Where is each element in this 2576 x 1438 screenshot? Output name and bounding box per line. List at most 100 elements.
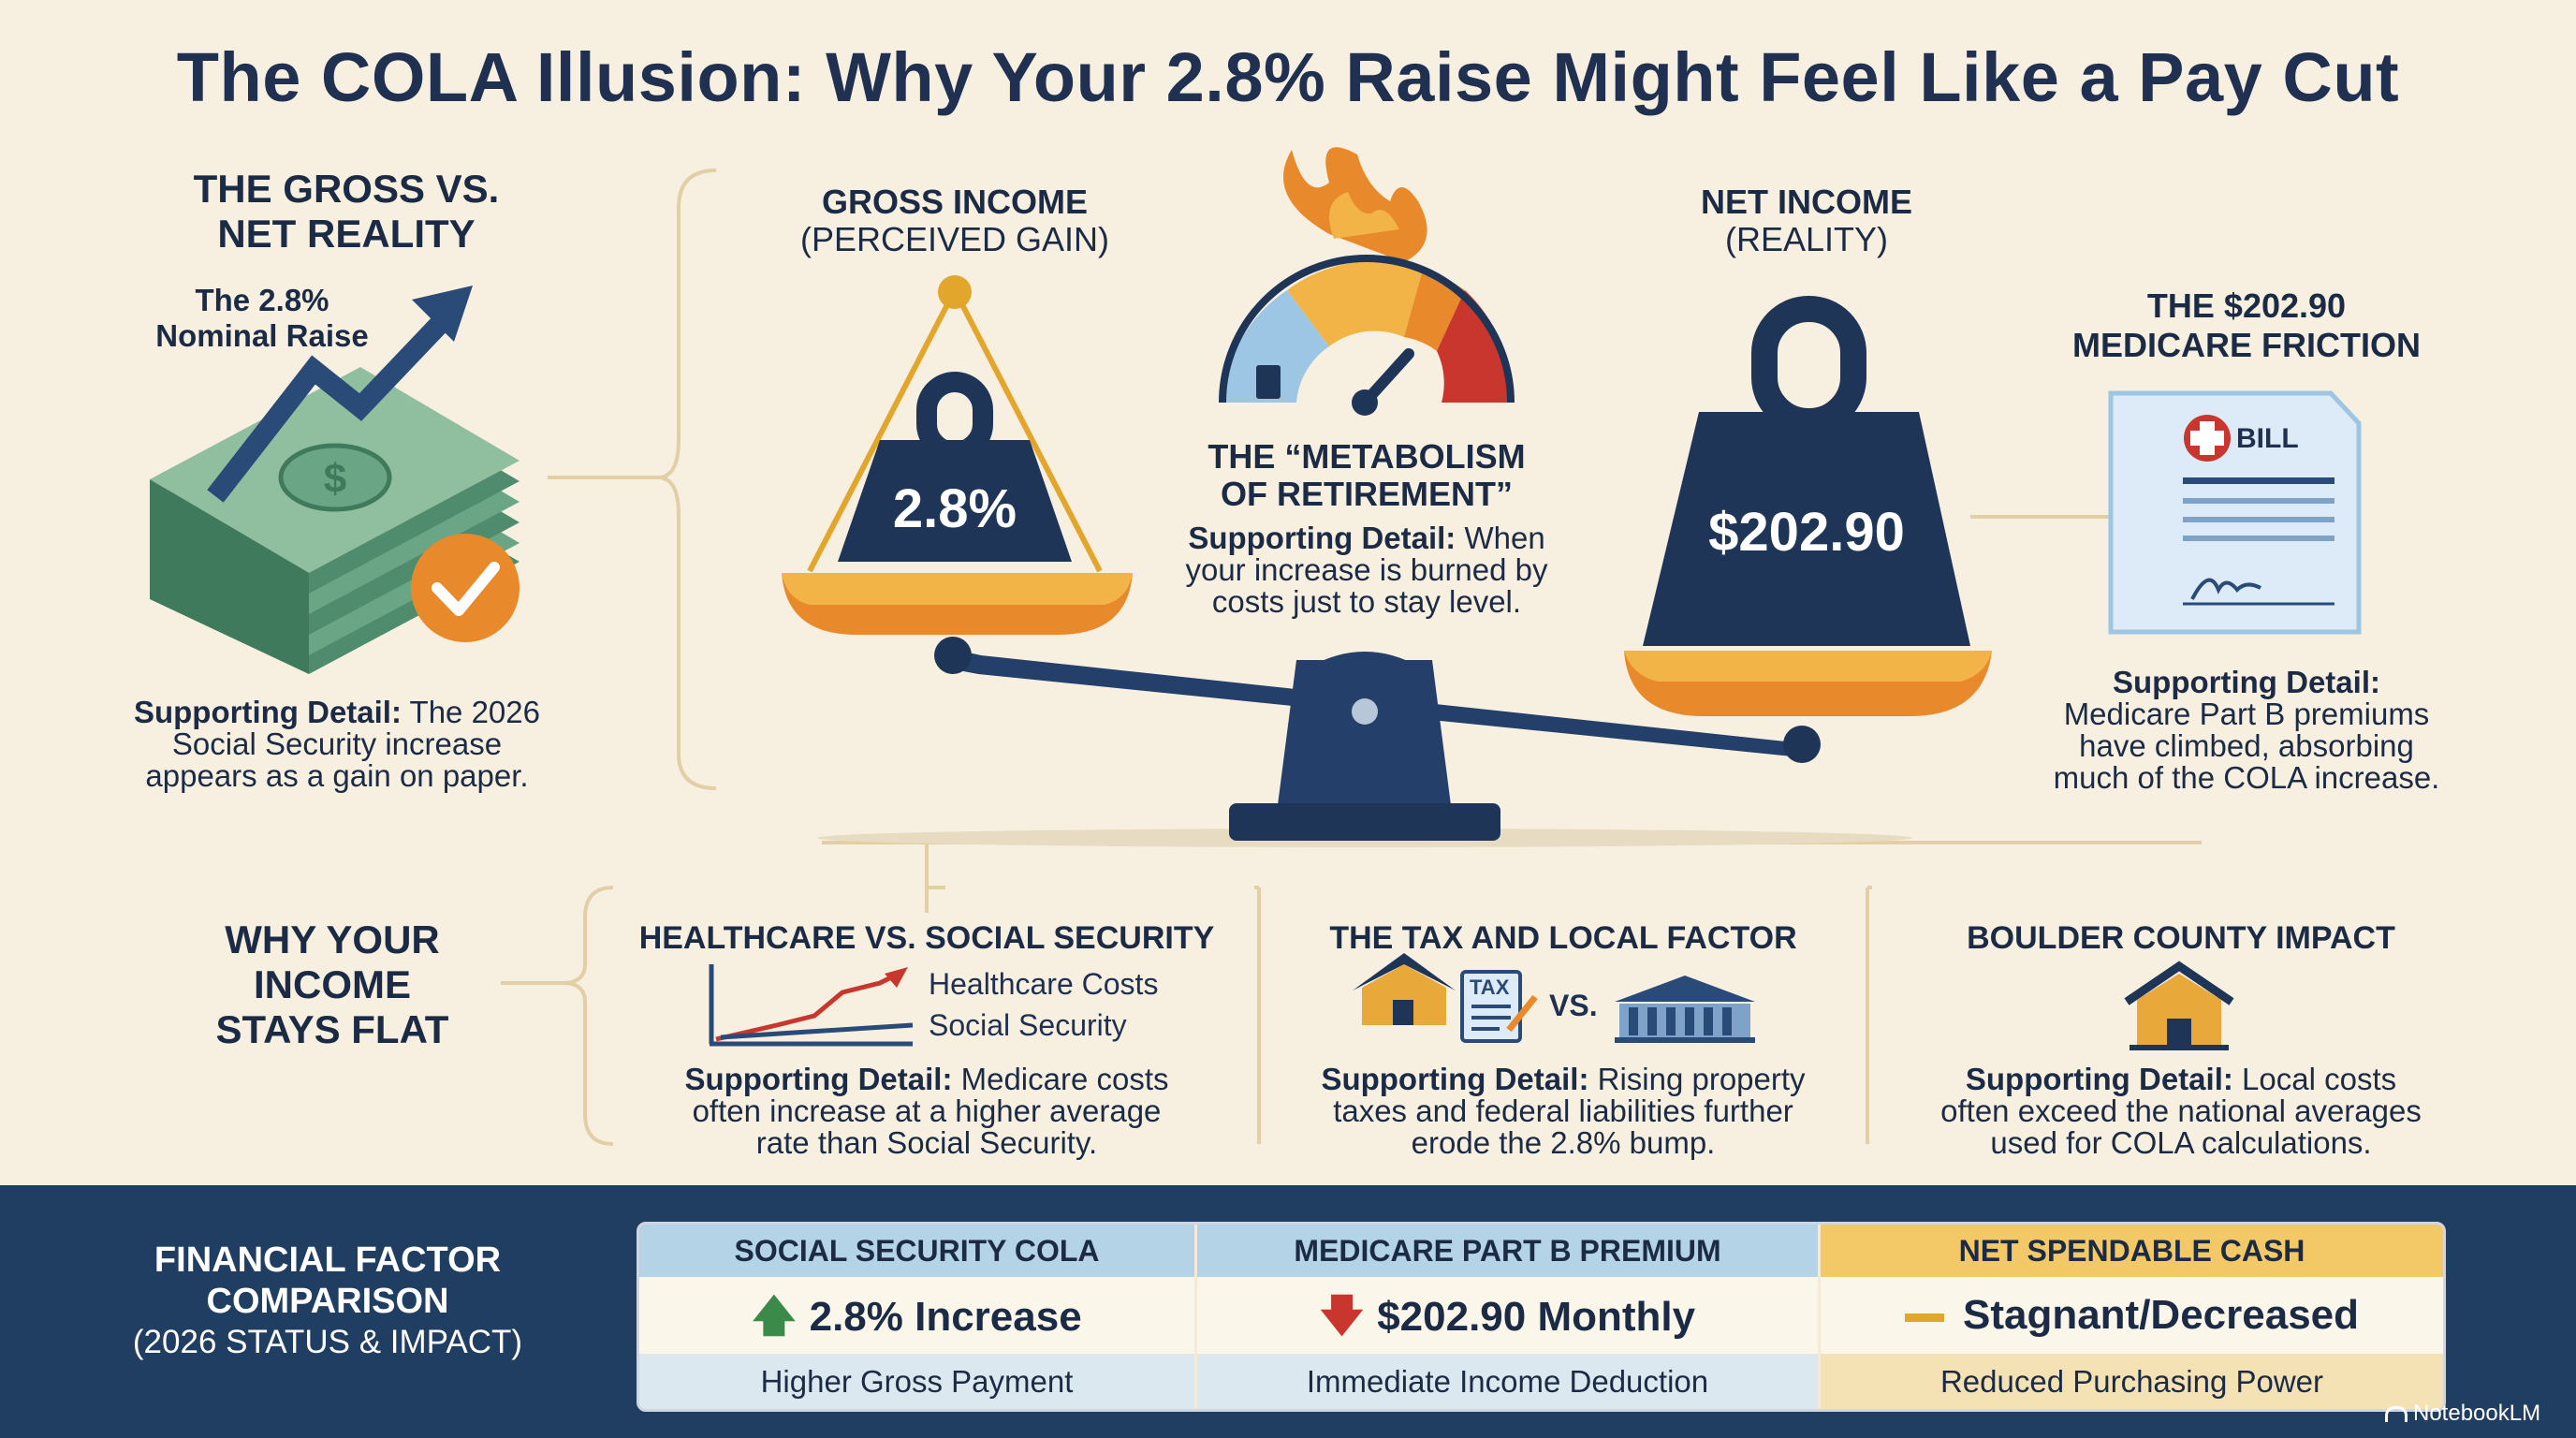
top-bracket (548, 169, 717, 790)
medicare-bill-icon (2108, 390, 2362, 635)
column-header: MEDICARE PART B PREMIUM (1197, 1225, 1818, 1277)
money-stack-icon: $ (150, 367, 520, 674)
boulder-house-icon (2124, 961, 2234, 1050)
tax-detail-line2: taxes and federal liabilities further (1333, 1093, 1793, 1128)
healthcare-detail-line2: often increase at a higher average (692, 1093, 1162, 1128)
tax-detail-label: Supporting Detail: (1321, 1062, 1589, 1096)
column-value: Stagnant/Decreased (1821, 1277, 2443, 1354)
column-value-text: $202.90 Monthly (1377, 1294, 1696, 1340)
svg-text:$: $ (324, 456, 346, 502)
gross-vs-net-detail-line3: appears as a gain on paper. (145, 758, 529, 793)
comparison-table: SOCIAL SECURITY COLA 🡅 2.8% Increase High… (637, 1222, 2446, 1412)
why-flat-heading-line2: INCOME (254, 962, 411, 1006)
healthcare-heading: HEALTHCARE VS. SOCIAL SECURITY (638, 920, 1215, 956)
legend-healthcare-costs: Healthcare Costs (929, 967, 1159, 1001)
boulder-detail-line3: used for COLA calculations. (1990, 1125, 2372, 1160)
comparison-heading-line3: (2026 STATUS & IMPACT) (132, 1324, 523, 1360)
gross-income-label-line1: GROSS INCOME (821, 183, 1089, 221)
tax-detail-line3: erode the 2.8% bump. (1411, 1125, 1716, 1160)
vs-label: VS. (1549, 989, 1598, 1022)
balance-scale-icon (782, 275, 1992, 847)
net-income-label: NET INCOME (REALITY) (1633, 183, 1980, 258)
notebooklm-logo-icon (2385, 1406, 2408, 1423)
comparison-heading: FINANCIAL FACTOR COMPARISON (2026 STATUS… (94, 1240, 562, 1363)
medicare-friction-detail-line3: much of the COLA increase. (2053, 760, 2440, 795)
gross-vs-net-detail-line1: The 2026 (409, 695, 540, 729)
comparison-column-net-cash: NET SPENDABLE CASH Stagnant/Decreased Re… (1821, 1225, 2443, 1409)
rising-arrow-icon (207, 286, 473, 503)
medicare-friction-detail-label: Supporting Detail: (2113, 665, 2380, 699)
column-sub: Higher Gross Payment (639, 1354, 1194, 1409)
medicare-friction-heading-line1: THE $202.90 (2146, 286, 2347, 325)
check-badge-icon (411, 534, 520, 642)
boulder-detail: Supporting Detail: Local costs often exc… (1900, 1064, 2462, 1159)
healthcare-detail: Supporting Detail: Medicare costs often … (646, 1064, 1208, 1159)
tax-document-icon (1460, 970, 1538, 1043)
column-value-text: Stagnant/Decreased (1962, 1292, 2360, 1338)
column-header: SOCIAL SECURITY COLA (639, 1225, 1194, 1277)
column-value-text: 2.8% Increase (809, 1294, 1082, 1340)
government-building-icon (1615, 976, 1755, 1043)
page-title: The COLA Illusion: Why Your 2.8% Raise M… (176, 38, 2400, 116)
gross-vs-net-detail-label: Supporting Detail: (133, 695, 402, 729)
healthcare-vs-social-chart (709, 964, 914, 1047)
tax-detail-line1: Rising property (1597, 1062, 1806, 1096)
why-flat-heading: WHY YOUR INCOME STAYS FLAT (168, 917, 496, 1052)
why-flat-heading-line1: WHY YOUR (225, 917, 440, 961)
boulder-detail-line2: often exceed the national averages (1940, 1093, 2422, 1128)
flame-gauge-icon (1219, 147, 1515, 416)
tax-heading: THE TAX AND LOCAL FACTOR (1329, 920, 1797, 956)
metabolism-heading-line2: OF RETIREMENT” (1221, 475, 1513, 513)
comparison-column-medicare: MEDICARE PART B PREMIUM 🡇 $202.90 Monthly… (1197, 1225, 1818, 1409)
medicare-friction-heading-line2: MEDICARE FRICTION (2072, 326, 2421, 364)
down-arrow-icon: 🡇 (1319, 1291, 1365, 1340)
healthcare-detail-line1: Medicare costs (960, 1062, 1169, 1096)
comparison-heading-line2: COMPARISON (206, 1282, 449, 1321)
column-sub: Reduced Purchasing Power (1821, 1354, 2443, 1409)
flat-dash-icon (1904, 1313, 1944, 1322)
gross-income-label-line2: (PERCEIVED GAIN) (799, 220, 1110, 258)
metabolism-detail-line3: costs just to stay level. (1211, 584, 1522, 619)
medicare-friction-heading: THE $202.90 MEDICARE FRICTION (2031, 286, 2462, 365)
nominal-raise-label: The 2.8% Nominal Raise (94, 283, 431, 354)
metabolism-heading-line1: THE “METABOLISM (1208, 437, 1526, 476)
metabolism-detail-label: Supporting Detail: (1188, 521, 1456, 555)
gross-vs-net-detail: Supporting Detail: The 2026 Social Secur… (112, 697, 562, 792)
net-income-label-line1: NET INCOME (1700, 183, 1912, 221)
comparison-column-cola: SOCIAL SECURITY COLA 🡅 2.8% Increase High… (639, 1225, 1194, 1409)
column-value: 🡇 $202.90 Monthly (1197, 1277, 1818, 1354)
house-icon (1353, 953, 1456, 1025)
notebooklm-label: NotebookLM (2413, 1401, 2541, 1426)
metabolism-detail-line1: When (1464, 521, 1545, 555)
net-weight-value: $202.90 (1708, 502, 1905, 563)
gross-vs-net-heading-line2: NET REALITY (217, 212, 476, 256)
boulder-detail-label: Supporting Detail: (1965, 1062, 2233, 1096)
boulder-heading: BOULDER COUNTY IMPACT (1967, 920, 2395, 956)
medicare-friction-detail-line2: have climbed, absorbing (2079, 728, 2414, 763)
column-value: 🡅 2.8% Increase (639, 1277, 1194, 1354)
bill-label: BILL (2236, 423, 2299, 454)
tax-detail: Supporting Detail: Rising property taxes… (1282, 1064, 1844, 1159)
medicare-friction-detail-line1: Medicare Part B premiums (2063, 697, 2430, 731)
boulder-detail-line1: Local costs (2242, 1062, 2397, 1096)
column-header: NET SPENDABLE CASH (1821, 1225, 2443, 1277)
metabolism-heading: THE “METABOLISM OF RETIREMENT” (1161, 438, 1573, 513)
medicare-friction-detail: Supporting Detail: Medicare Part B premi… (2036, 667, 2457, 794)
notebooklm-watermark: NotebookLM (2385, 1401, 2540, 1427)
comparison-heading-line1: FINANCIAL FACTOR (154, 1240, 502, 1280)
metabolism-detail: Supporting Detail: When your increase is… (1147, 522, 1587, 618)
net-income-label-line2: (REALITY) (1724, 220, 1889, 258)
nominal-raise-label-line2: Nominal Raise (155, 318, 369, 353)
healthcare-detail-line3: rate than Social Security. (755, 1125, 1098, 1160)
healthcare-detail-label: Supporting Detail: (684, 1062, 953, 1096)
gross-weight-value: 2.8% (892, 478, 1017, 539)
up-arrow-icon: 🡅 (752, 1291, 797, 1340)
gross-vs-net-detail-line2: Social Security increase (171, 726, 503, 761)
tax-document-label: TAX (1470, 976, 1510, 999)
gross-vs-net-heading-line1: THE GROSS VS. (193, 167, 500, 211)
gross-vs-net-heading: THE GROSS VS. NET REALITY (150, 167, 543, 257)
metabolism-detail-line2: your increase is burned by (1185, 552, 1548, 587)
why-flat-heading-line3: STAYS FLAT (215, 1007, 449, 1051)
